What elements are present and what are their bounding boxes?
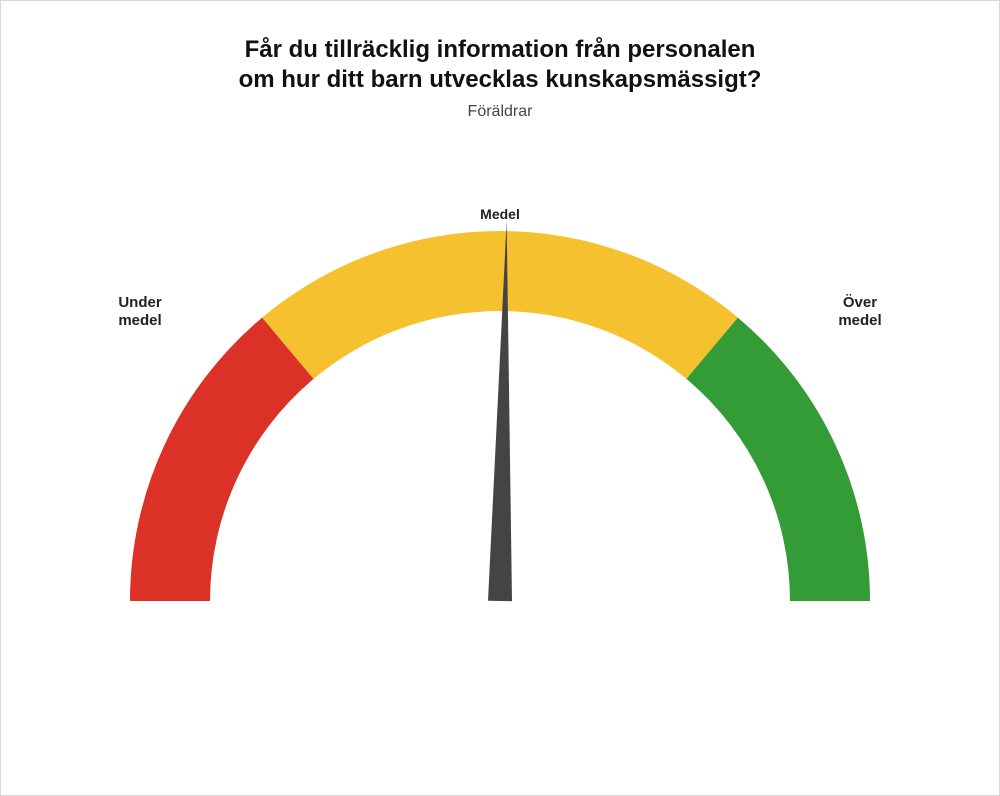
chart-frame: Får du tillräcklig information från pers… xyxy=(0,0,1000,796)
chart-subtitle: Föräldrar xyxy=(1,103,999,121)
gauge-segment-0 xyxy=(130,318,314,601)
gauge-label-left-2: medel xyxy=(118,312,161,329)
gauge-label-left-1: Under xyxy=(118,294,162,311)
gauge-label-right-2: medel xyxy=(838,312,881,329)
title-line-1: Får du tillräcklig information från pers… xyxy=(245,36,756,63)
gauge-chart: MedelUndermedelÖvermedel xyxy=(1,141,999,741)
gauge-label-right-1: Över xyxy=(843,294,877,311)
gauge-svg: MedelUndermedelÖvermedel xyxy=(50,141,950,741)
chart-title: Får du tillräcklig information från pers… xyxy=(1,35,999,95)
gauge-segment-2 xyxy=(686,318,870,601)
gauge-label-center: Medel xyxy=(480,206,520,222)
title-line-2: om hur ditt barn utvecklas kunskapsmässi… xyxy=(239,66,762,93)
